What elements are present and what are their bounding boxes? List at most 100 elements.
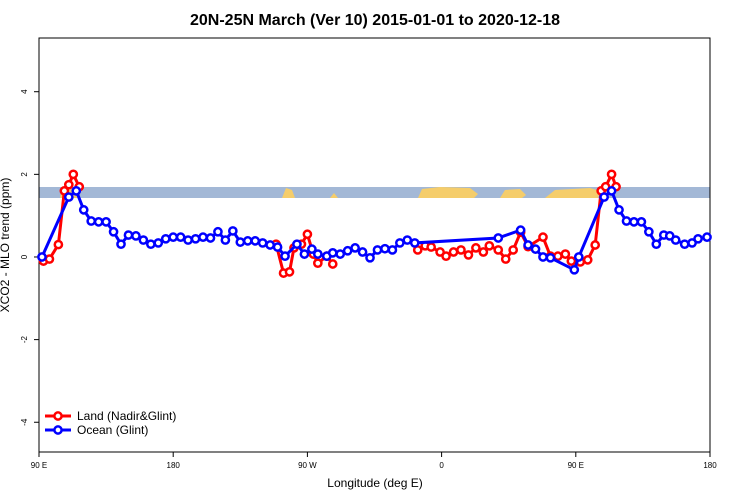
data-point xyxy=(566,256,577,266)
data-point xyxy=(621,216,632,226)
data-point xyxy=(448,247,459,257)
data-point xyxy=(265,240,275,250)
data-point xyxy=(484,240,495,251)
x-tick-label: 90 W xyxy=(298,461,317,470)
data-point xyxy=(280,251,290,262)
legend-marker xyxy=(53,411,63,421)
data-point xyxy=(160,233,171,244)
data-point xyxy=(693,233,703,244)
data-point xyxy=(335,249,346,259)
data-point xyxy=(599,192,609,202)
data-point xyxy=(500,254,511,264)
data-point xyxy=(63,179,74,190)
data-point xyxy=(441,251,451,262)
data-point xyxy=(59,186,70,196)
data-point xyxy=(71,186,82,196)
data-point xyxy=(108,226,119,237)
data-point xyxy=(380,243,390,254)
data-point xyxy=(426,242,437,252)
data-point xyxy=(123,230,134,240)
data-point xyxy=(670,235,681,245)
data-point xyxy=(138,235,149,245)
data-point xyxy=(629,217,639,227)
data-point xyxy=(679,239,690,250)
data-point xyxy=(590,240,601,250)
x-tick-label: 180 xyxy=(703,461,717,470)
data-point xyxy=(198,232,208,242)
data-point xyxy=(456,245,466,255)
data-point xyxy=(312,249,323,259)
data-point xyxy=(284,267,295,277)
data-point xyxy=(272,242,283,252)
data-point xyxy=(145,239,156,250)
data-point xyxy=(101,217,111,227)
y-tick-label: 0 xyxy=(20,254,29,259)
data-point xyxy=(515,225,526,235)
data-point xyxy=(257,238,268,248)
data-point xyxy=(93,217,104,227)
data-point xyxy=(523,240,533,250)
data-point xyxy=(644,226,654,237)
x-tick-label: 180 xyxy=(167,461,181,470)
data-point xyxy=(582,255,593,265)
data-point xyxy=(387,245,398,255)
data-point xyxy=(175,232,186,242)
data-point xyxy=(573,252,584,262)
data-point xyxy=(63,192,74,202)
data-point xyxy=(614,205,624,215)
data-point xyxy=(651,239,662,250)
data-point xyxy=(327,259,338,269)
chart-title: 20N-25N March (Ver 10) 2015-01-01 to 202… xyxy=(190,12,560,29)
data-point xyxy=(471,243,481,253)
legend-label: Land (Nadir&Glint) xyxy=(77,409,176,423)
data-point xyxy=(365,252,375,263)
data-point xyxy=(242,236,253,246)
data-point xyxy=(299,249,310,259)
data-point xyxy=(213,226,223,237)
data-point xyxy=(37,252,47,262)
y-tick-label: 2 xyxy=(20,172,29,177)
data-point xyxy=(606,186,617,196)
y-tick-label: 4 xyxy=(20,89,29,94)
data-point xyxy=(569,264,580,275)
data-point xyxy=(409,238,420,248)
data-point xyxy=(116,239,126,250)
x-axis-label: Longitude (deg E) xyxy=(327,476,422,490)
data-point xyxy=(394,238,405,248)
data-point xyxy=(538,232,548,242)
data-point xyxy=(168,232,179,242)
data-point xyxy=(493,233,504,243)
data-point xyxy=(702,232,712,242)
data-point xyxy=(508,245,519,255)
data-point xyxy=(307,244,317,254)
data-point xyxy=(250,236,261,246)
data-point xyxy=(463,250,474,260)
data-point xyxy=(327,248,338,258)
data-point xyxy=(342,245,353,256)
data-point xyxy=(190,233,201,244)
data-point xyxy=(183,235,193,245)
legend-label: Ocean (Glint) xyxy=(77,423,148,437)
data-point xyxy=(78,205,89,215)
data-point xyxy=(227,226,238,236)
data-point xyxy=(153,238,164,248)
data-point xyxy=(235,237,246,247)
data-point xyxy=(402,235,413,245)
data-point xyxy=(86,216,97,226)
x-tick-label: 90 E xyxy=(31,461,47,470)
data-point xyxy=(205,233,216,243)
data-point xyxy=(493,245,504,255)
y-tick-label: -2 xyxy=(20,336,29,344)
data-point xyxy=(68,169,79,180)
data-point xyxy=(220,235,231,245)
data-point xyxy=(53,239,64,250)
data-point xyxy=(530,244,541,254)
data-point xyxy=(636,217,647,227)
data-point xyxy=(538,252,548,262)
y-tick-label: -4 xyxy=(20,418,29,426)
data-point xyxy=(44,254,55,264)
data-point xyxy=(312,258,323,269)
data-point xyxy=(292,239,302,250)
plot-frame xyxy=(38,37,711,453)
